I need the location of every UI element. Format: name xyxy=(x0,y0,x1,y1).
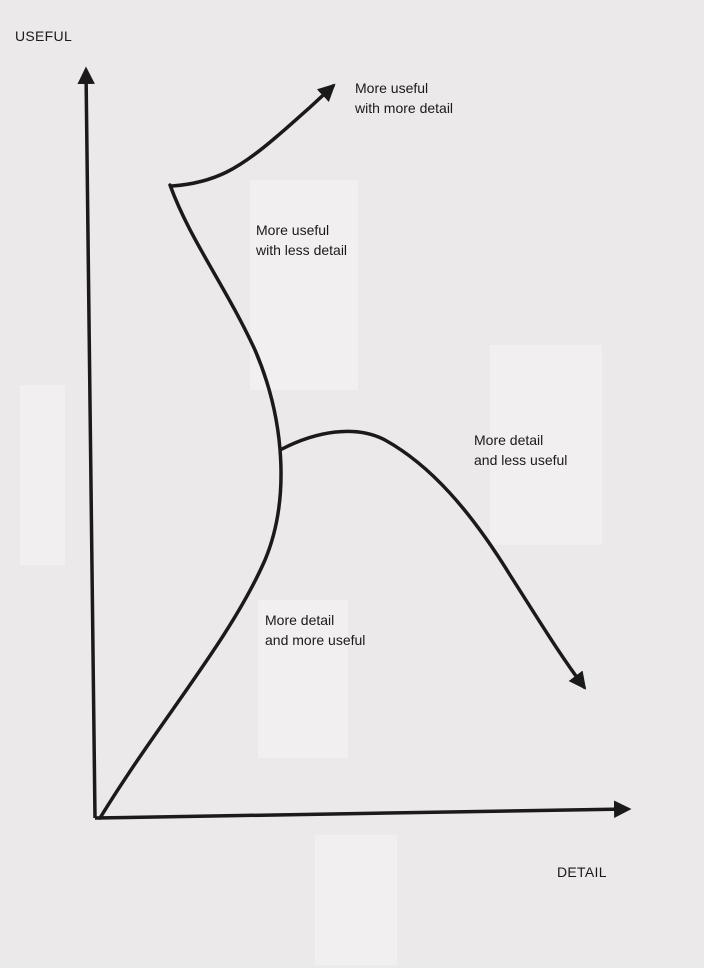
scan-patch xyxy=(315,835,397,965)
lower-branch-curve xyxy=(280,429,587,690)
y-axis-label: USEFUL xyxy=(15,28,73,44)
annotation-line: More detail xyxy=(265,612,335,628)
scan-patch xyxy=(258,600,348,758)
annotation-more-useful-more-detail: More useful with more detail xyxy=(355,78,453,118)
upper-branch-curve xyxy=(170,83,336,188)
x-axis-label: DETAIL xyxy=(557,864,607,880)
x-axis-line xyxy=(94,800,632,820)
annotation-line: and less useful xyxy=(474,452,568,468)
main-curve xyxy=(98,183,283,820)
annotation-more-useful-less-detail: More useful with less detail xyxy=(256,220,347,260)
scan-patch xyxy=(490,345,602,545)
scan-patch xyxy=(250,180,358,390)
annotation-line: and more useful xyxy=(265,632,366,648)
y-axis-line xyxy=(77,66,97,819)
annotation-line: with more detail xyxy=(355,100,454,116)
annotation-line: More useful xyxy=(256,222,330,238)
annotation-more-detail-less-useful: More detail and less useful xyxy=(474,430,567,470)
annotation-more-detail-more-useful: More detail and more useful xyxy=(265,610,365,650)
annotation-line: More detail xyxy=(474,432,544,448)
annotation-line: More useful xyxy=(355,80,429,96)
annotation-line: with less detail xyxy=(256,242,348,258)
scan-patch xyxy=(20,385,65,565)
